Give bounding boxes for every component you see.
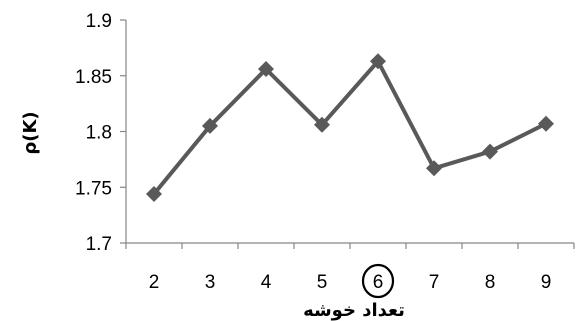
- series-line: [152, 59, 547, 196]
- y-tick-label: 1.8: [86, 123, 112, 144]
- x-tick-label: 5: [317, 272, 328, 293]
- x-tick-label: 9: [541, 272, 552, 293]
- x-ticks: 2 3 4 5 6 7 8 9: [125, 243, 575, 293]
- x-tick-label: 3: [205, 272, 216, 293]
- x-axis-title: تعداد خوشه: [303, 300, 405, 321]
- data-point-marker: [426, 160, 442, 177]
- y-tick-label: 1.75: [75, 178, 112, 199]
- data-point-marker: [258, 61, 274, 78]
- y-tick-label: 1.9: [86, 11, 112, 32]
- y-tick-label: 1.7: [86, 234, 112, 255]
- y-tick-label: 1.85: [75, 67, 112, 88]
- y-axis-title: ρ(K): [20, 111, 41, 154]
- highlight-circle: [361, 263, 395, 299]
- x-tick-label: 6: [373, 272, 384, 293]
- x-tick-label: 2: [149, 272, 160, 293]
- x-tick-label: 8: [485, 272, 496, 293]
- data-point-marker: [370, 53, 386, 70]
- data-point-marker: [482, 143, 498, 160]
- data-point-marker: [202, 117, 218, 134]
- series-layer: [146, 53, 554, 202]
- data-point-marker: [538, 115, 554, 132]
- data-point-marker: [314, 116, 330, 133]
- chart-axes: [125, 20, 574, 244]
- data-point-marker: [146, 185, 162, 202]
- y-ticks: 1.7 1.75 1.8 1.85 1.9: [75, 11, 126, 255]
- x-tick-label: 7: [429, 272, 440, 293]
- x-tick-label: 4: [261, 272, 272, 293]
